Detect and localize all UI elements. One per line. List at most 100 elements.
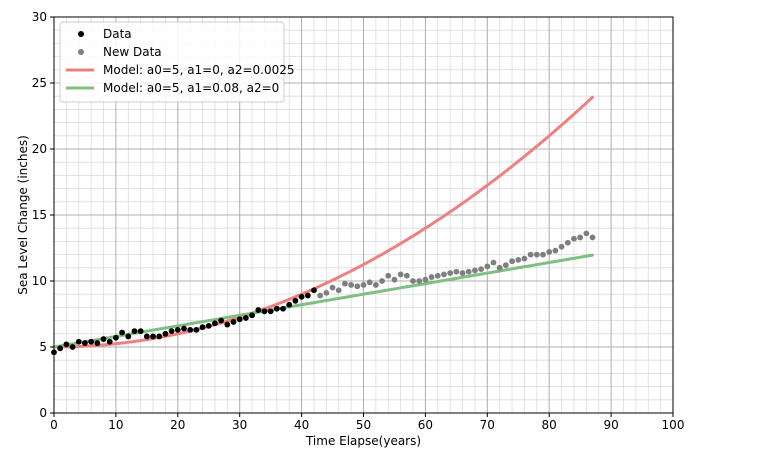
data-point [558,243,565,250]
data-point [502,262,509,269]
data-point [428,274,435,280]
y-tick-label: 5 [39,340,47,354]
data-point [82,340,88,346]
data-point [459,270,466,276]
data-point [304,292,311,299]
data-point [484,263,491,270]
data-point [224,321,231,328]
x-tick-label: 0 [50,418,58,432]
data-point [100,336,107,342]
data-point [521,255,528,262]
x-tick-label: 40 [294,418,309,432]
data-point [113,334,119,341]
data-point [583,230,590,237]
data-point [533,251,540,258]
data-point [261,308,268,315]
data-point [434,272,441,279]
data-point [472,267,478,274]
data-point [212,320,218,327]
data-point [230,319,237,325]
data-point [329,284,336,291]
data-point [540,251,546,258]
data-point [63,341,70,348]
data-point [509,258,515,265]
data-point [385,272,392,279]
y-axis-ticks: 0 5 10 15 20 25 30 [32,10,54,420]
data-point [335,287,342,294]
data-point [496,264,503,271]
data-point [156,333,163,340]
data-point [205,322,212,329]
data-point [552,247,559,254]
x-tick-label: 80 [542,418,557,432]
legend-marker [78,49,84,55]
data-point [379,278,385,284]
model-line [52,253,595,349]
data-point [372,282,379,288]
data-point [255,307,262,313]
x-tick-label: 10 [108,418,123,432]
data-point [478,266,485,273]
data-point [348,282,355,288]
data-point [193,326,200,333]
data-point [571,235,577,242]
legend-box [59,21,285,103]
data-point [391,276,398,283]
legend-marker [78,31,84,37]
y-tick-label: 10 [32,274,47,288]
x-tick-label: 50 [356,418,371,432]
data-point [447,270,454,276]
data-point [311,287,317,294]
data-point [187,326,194,333]
x-tick-label: 70 [480,418,495,432]
x-axis-ticks: 0 10 20 30 40 50 60 70 80 90 100 [50,413,684,432]
data-point [366,279,373,286]
data-point [403,272,410,279]
data-point [360,282,367,288]
y-tick-label: 15 [32,208,47,222]
data-point [162,330,169,337]
legend: Data New Data Model: a0=5, a1=0, a2=0.0025… [59,21,295,103]
data-point [527,251,534,258]
data-point [422,276,429,283]
data-point [397,271,404,278]
data-point [292,297,299,304]
model-line [52,95,595,349]
data-point [249,312,255,319]
data-point [174,326,181,333]
legend-label: Data [103,27,132,41]
data-point [589,234,596,241]
data-point [143,333,150,340]
data-point [131,328,138,335]
y-tick-label: 30 [32,10,47,24]
data-point [416,278,423,284]
data-point [298,293,305,300]
data-point [546,249,553,255]
x-tick-label: 90 [603,418,618,432]
data-point [280,305,286,312]
data-point [410,278,416,284]
x-tick-label: 60 [418,418,433,432]
data-point [453,268,460,275]
data-point [218,317,225,324]
legend-label: New Data [103,45,162,59]
x-tick-label: 20 [170,418,185,432]
data-point [106,338,113,345]
y-tick-label: 0 [39,406,47,420]
x-tick-label: 100 [662,418,685,432]
y-tick-label: 25 [32,76,47,90]
data-point [342,280,348,287]
data-point [125,333,132,340]
data-point [242,315,249,321]
data-point [273,305,280,312]
y-axis-label: Sea Level Change (inches) [16,135,30,295]
data-point [94,340,101,346]
data-point [168,328,175,335]
data-point [69,344,76,350]
data-point [236,316,243,323]
data-point [490,259,497,266]
y-tick-label: 20 [32,142,47,156]
data-point [88,338,95,345]
x-axis-label: Time Elapse(years) [305,434,421,448]
